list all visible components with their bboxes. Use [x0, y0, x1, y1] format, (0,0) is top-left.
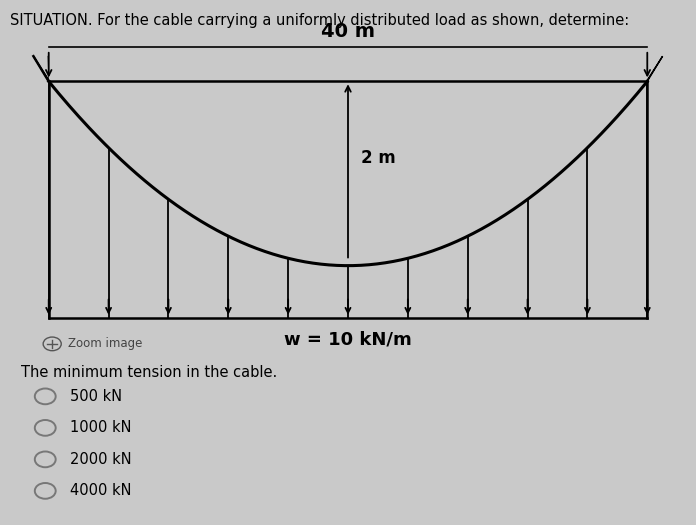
Text: Zoom image: Zoom image [68, 338, 142, 350]
Text: 2000 kN: 2000 kN [70, 452, 132, 467]
Text: The minimum tension in the cable.: The minimum tension in the cable. [21, 365, 277, 380]
Text: SITUATION. For the cable carrying a uniformly distributed load as shown, determi: SITUATION. For the cable carrying a unif… [10, 13, 630, 28]
Text: w = 10 kN/m: w = 10 kN/m [284, 331, 412, 349]
Text: 2 m: 2 m [361, 149, 395, 167]
Text: 40 m: 40 m [321, 22, 375, 41]
Text: 4000 kN: 4000 kN [70, 484, 131, 498]
Polygon shape [647, 56, 663, 81]
Text: 500 kN: 500 kN [70, 389, 122, 404]
Polygon shape [33, 56, 49, 81]
Text: 1000 kN: 1000 kN [70, 421, 131, 435]
